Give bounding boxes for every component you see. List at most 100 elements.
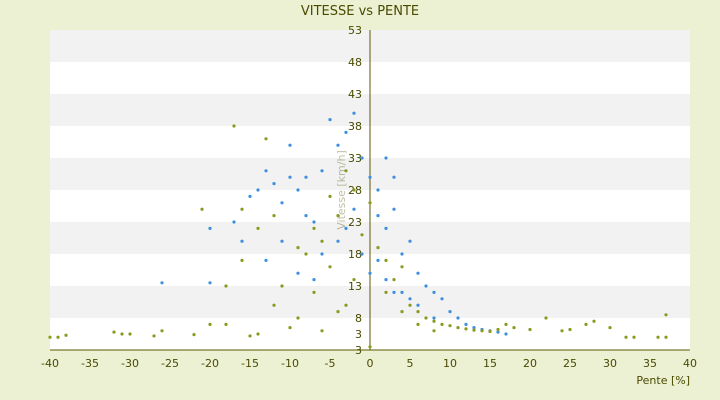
data-point — [392, 175, 396, 179]
data-point — [208, 226, 212, 230]
data-point — [392, 207, 396, 211]
data-point — [376, 258, 380, 262]
data-point — [408, 303, 412, 307]
data-point — [248, 194, 252, 198]
y-tick-label: 3 — [355, 328, 362, 341]
data-point — [240, 258, 244, 262]
x-tick-label: 5 — [407, 357, 414, 370]
data-point — [352, 207, 356, 211]
data-point — [416, 310, 420, 314]
x-tick-label: 35 — [643, 357, 657, 370]
data-point — [208, 281, 212, 285]
y-tick-label: 48 — [348, 56, 362, 69]
data-point — [400, 252, 404, 256]
chart-title: VITESSE vs PENTE — [301, 4, 419, 19]
data-point — [544, 316, 548, 320]
data-point — [200, 207, 204, 211]
data-point — [656, 335, 660, 339]
y-tick-label: 13 — [348, 280, 362, 293]
data-point — [408, 239, 412, 243]
data-point — [272, 303, 276, 307]
x-tick-label: -20 — [201, 357, 219, 370]
data-point — [56, 335, 60, 339]
data-point — [384, 258, 388, 262]
data-point — [240, 207, 244, 211]
x-tick-label: -30 — [121, 357, 139, 370]
data-point — [472, 328, 476, 332]
data-point — [352, 188, 356, 192]
data-point — [320, 169, 324, 173]
data-point — [344, 303, 348, 307]
data-point — [392, 290, 396, 294]
data-point — [240, 239, 244, 243]
data-points — [48, 111, 668, 349]
data-point — [496, 330, 500, 334]
data-point — [48, 335, 52, 339]
data-point — [384, 156, 388, 160]
data-point — [296, 246, 300, 250]
data-point — [352, 111, 356, 115]
data-point — [336, 239, 340, 243]
data-point — [360, 156, 364, 160]
data-point — [440, 297, 444, 301]
data-point — [448, 324, 452, 328]
data-point — [344, 169, 348, 173]
data-point — [560, 329, 564, 333]
data-point — [584, 322, 588, 326]
x-tick-label: -25 — [161, 357, 179, 370]
data-point — [272, 182, 276, 186]
data-point — [336, 214, 340, 218]
data-point — [512, 326, 516, 330]
data-point — [288, 326, 292, 330]
data-point — [232, 124, 236, 128]
data-point — [384, 278, 388, 282]
data-point — [472, 326, 476, 330]
data-point — [376, 188, 380, 192]
data-point — [368, 175, 372, 179]
x-tick-label: -10 — [281, 357, 299, 370]
x-tick-label: 10 — [443, 357, 457, 370]
data-point — [592, 319, 596, 323]
data-point — [368, 201, 372, 205]
x-tick-label: -15 — [241, 357, 259, 370]
data-point — [608, 326, 612, 330]
data-point — [264, 258, 268, 262]
data-point — [384, 290, 388, 294]
data-point — [416, 271, 420, 275]
data-point — [296, 271, 300, 275]
data-point — [272, 214, 276, 218]
data-point — [344, 130, 348, 134]
y-tick-label: 53 — [348, 24, 362, 37]
data-point — [320, 252, 324, 256]
data-point — [400, 310, 404, 314]
data-point — [528, 327, 532, 332]
data-point — [368, 345, 372, 349]
y-tick-label: 18 — [348, 248, 362, 261]
data-point — [464, 322, 468, 326]
x-tick-label: 40 — [683, 357, 697, 370]
data-point — [464, 327, 468, 331]
y-tick-label: 8 — [355, 312, 362, 325]
data-point — [400, 265, 404, 269]
y-tick-label: 3 — [355, 344, 362, 357]
data-point — [568, 327, 572, 332]
data-point — [408, 297, 412, 301]
data-point — [296, 188, 300, 192]
data-point — [664, 335, 668, 339]
data-point — [64, 333, 68, 337]
data-point — [392, 278, 396, 282]
tick-labels: -40 -35 -30 -25 -20 -15 -10 -5 0 5 10 15 20 25 30 35 40 3… — [41, 24, 697, 370]
x-tick-label: -35 — [81, 357, 99, 370]
data-point — [368, 271, 372, 275]
data-point — [488, 329, 492, 334]
data-point — [624, 335, 628, 339]
data-point — [320, 329, 324, 333]
data-point — [224, 322, 228, 326]
data-point — [504, 322, 508, 326]
x-axis-label: Pente [%] — [636, 374, 690, 387]
data-point — [504, 332, 508, 336]
data-point — [336, 143, 340, 147]
data-point — [344, 226, 348, 230]
axes — [50, 30, 690, 351]
